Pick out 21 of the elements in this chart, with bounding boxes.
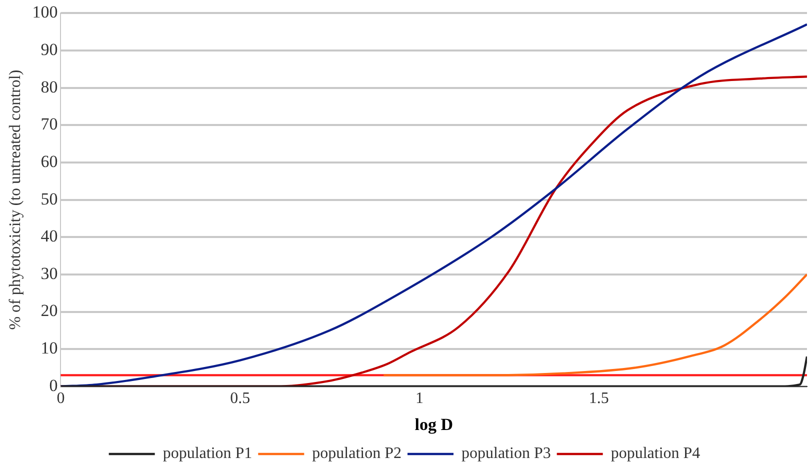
y-tick-label: 20 [40,301,58,320]
y-tick-label: 100 [32,2,58,22]
x-tick-label: 1 [416,390,424,408]
y-tick-label: 60 [40,152,58,171]
y-tick-label: 0 [49,376,58,395]
legend-label: population P4 [610,445,700,462]
y-tick-label: 50 [40,189,58,208]
line-series [382,273,807,376]
y-tick-label: 80 [40,77,58,96]
y-axis-title: % of phytotoxicity (to untreated control) [6,70,24,330]
legend-label: population P3 [462,445,551,462]
legend-label: population P2 [312,445,402,462]
x-tick-label: 0.5 [230,390,250,408]
y-tick-label: 40 [40,226,58,246]
x-tick-label: 1.5 [588,390,609,408]
x-axis-title: log D [414,415,453,434]
y-tick-label: 10 [40,338,58,358]
y-tick-label: 70 [40,114,58,134]
y-tick-label: 90 [40,40,58,59]
y-tick-label: 30 [40,264,58,283]
legend-label: population P1 [162,445,252,462]
